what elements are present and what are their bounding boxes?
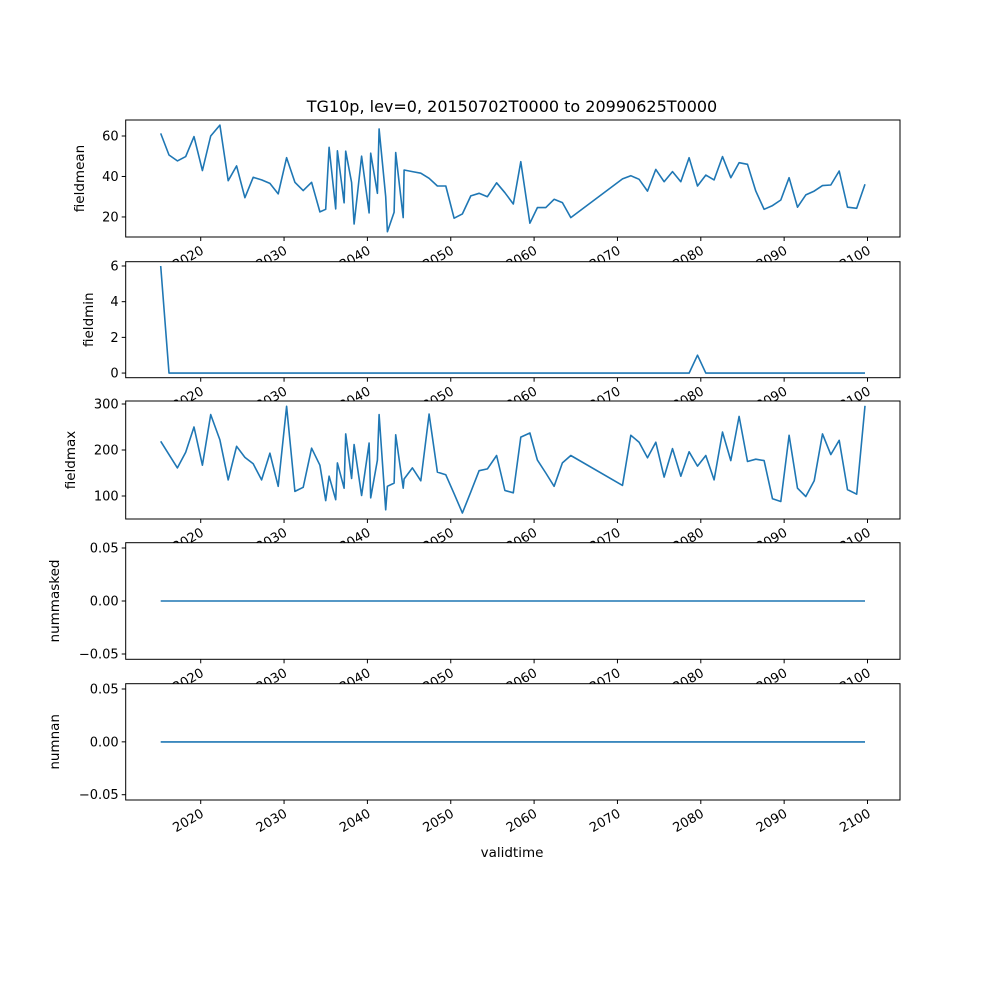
- y-tick-label: 40: [102, 170, 119, 185]
- y-tick-label: 0: [110, 367, 118, 382]
- y-axis-label: fieldmin: [81, 292, 97, 347]
- y-tick-label: 60: [102, 129, 119, 144]
- x-axis-label: validtime: [481, 845, 544, 861]
- y-tick-label: 100: [94, 489, 119, 504]
- y-tick-label: 6: [110, 259, 118, 274]
- y-tick-label: 0.00: [90, 735, 119, 750]
- y-tick-label: 0.05: [90, 682, 119, 697]
- axes-frame: [125, 261, 901, 379]
- y-tick-label: 300: [94, 397, 119, 412]
- y-tick-label: −0.05: [79, 648, 119, 663]
- axes-background: [125, 261, 900, 378]
- y-axis-label: fieldmean: [72, 145, 88, 212]
- y-axis-label: numnan: [47, 714, 63, 770]
- series-line-fieldmean: [159, 124, 866, 233]
- y-tick-label: 4: [110, 295, 118, 310]
- y-axis-label: fieldmax: [63, 431, 79, 490]
- y-tick-label: 200: [94, 443, 119, 458]
- series-line-fieldmin: [159, 265, 865, 374]
- series-line-fieldmax: [160, 405, 866, 514]
- y-tick-label: −0.05: [79, 788, 119, 803]
- chart-title: TG10p, lev=0, 20150702T0000 to 20990625T…: [306, 97, 717, 116]
- y-axis-label: nummasked: [47, 560, 63, 643]
- y-tick-label: 2: [110, 331, 118, 346]
- y-tick-label: 0.00: [90, 595, 119, 610]
- axes-frame: [125, 119, 901, 238]
- y-tick-label: 20: [102, 210, 119, 225]
- axes-background: [125, 401, 900, 519]
- y-tick-label: 0.05: [90, 542, 119, 557]
- axes-frame: [125, 400, 901, 520]
- axes-background: [125, 120, 900, 237]
